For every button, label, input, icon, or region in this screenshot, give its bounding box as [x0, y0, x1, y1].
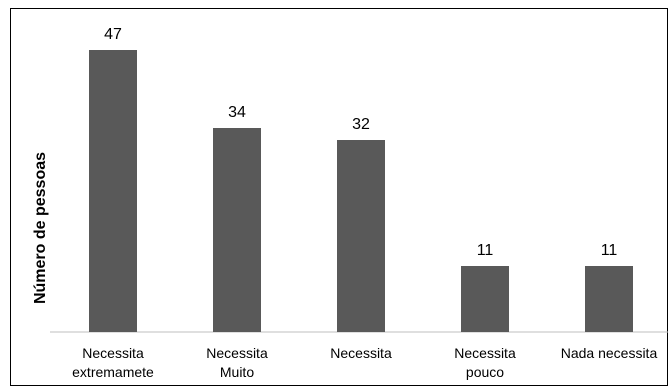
x-tick-label-necessita: Necessita — [330, 345, 392, 361]
y-axis-title: Número de pessoas — [32, 152, 49, 304]
x-tick-label-necessita-extremamete: Necessita extremamete — [72, 345, 154, 380]
x-tick-label-line: Necessita — [82, 345, 144, 361]
data-label-necessita-muito: 34 — [228, 104, 246, 121]
bar-necessita — [337, 140, 385, 332]
x-tick-label-line: Necessita — [330, 345, 392, 361]
x-tick-label-line: pouco — [466, 364, 504, 380]
data-labels-group: 47 34 32 11 11 — [104, 26, 617, 259]
x-tick-label-line: Necessita — [454, 345, 516, 361]
data-label-necessita-pouco: 11 — [477, 242, 494, 259]
x-tick-label-necessita-pouco: Necessita pouco — [454, 345, 516, 380]
data-label-necessita: 32 — [352, 116, 370, 133]
bar-nada-necessita — [585, 266, 633, 332]
data-label-nada-necessita: 11 — [601, 242, 618, 259]
data-label-necessita-extremamete: 47 — [104, 26, 122, 43]
bars-group — [89, 50, 633, 332]
x-tick-label-line: extremamete — [72, 364, 154, 380]
bar-necessita-muito — [213, 128, 261, 332]
x-tick-label-necessita-muito: Necessita Muito — [206, 345, 268, 380]
bar-necessita-extremamete — [89, 50, 137, 332]
bar-necessita-pouco — [461, 266, 509, 332]
x-tick-label-nada-necessita: Nada necessita — [561, 345, 658, 361]
x-tick-label-line: Necessita — [206, 345, 268, 361]
x-tick-label-line: Muito — [220, 364, 254, 380]
x-tick-label-line: Nada necessita — [561, 345, 658, 361]
